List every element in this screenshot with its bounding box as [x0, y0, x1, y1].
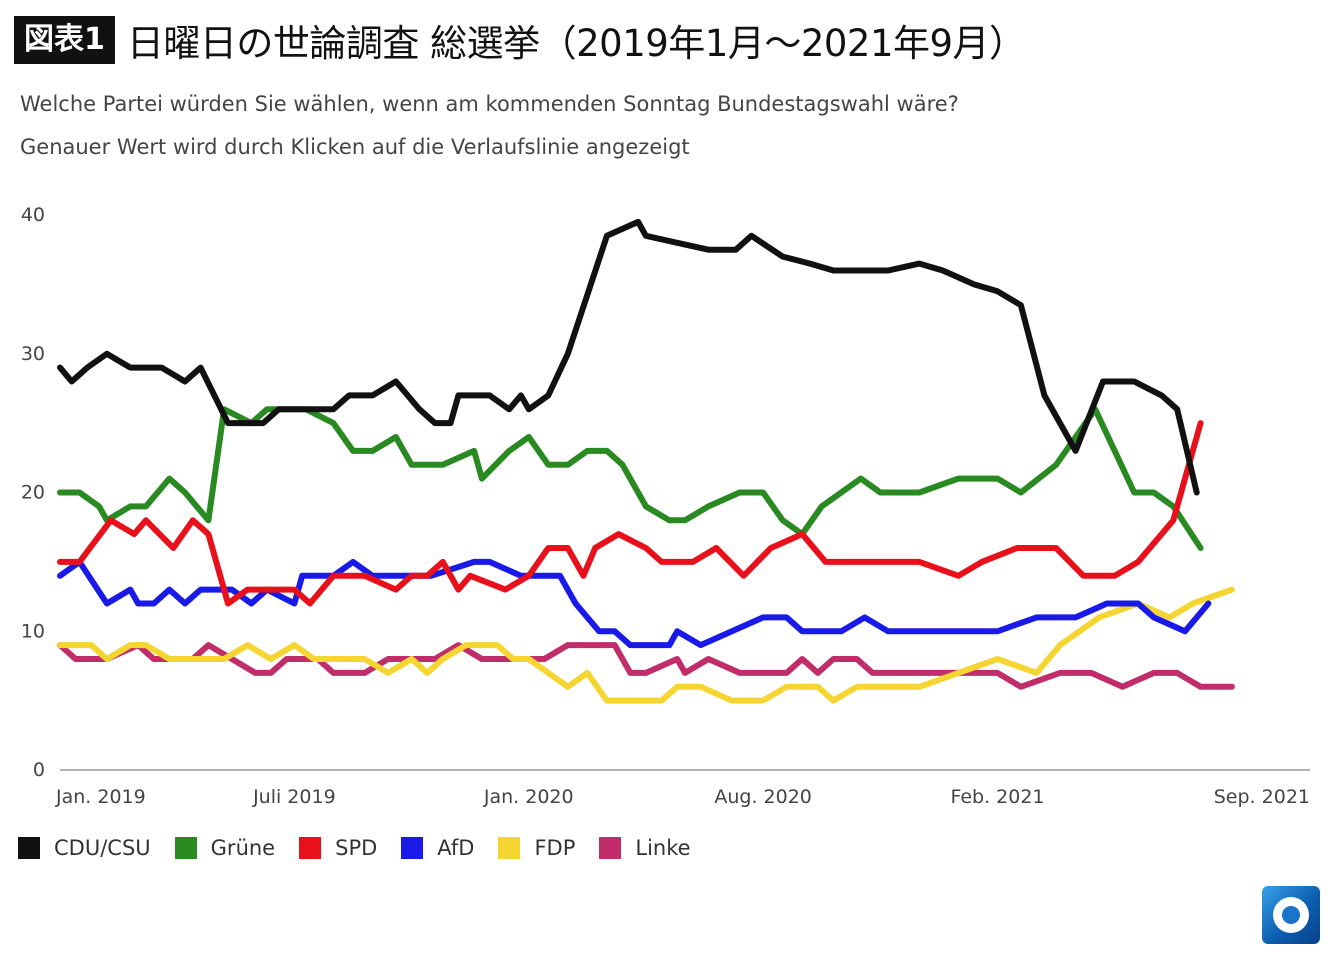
legend-label: CDU/CSU	[54, 836, 151, 860]
y-tick-label: 0	[33, 759, 45, 781]
series-line-cdu-csu	[57, 218, 1200, 496]
legend-label: FDP	[534, 836, 576, 860]
series-line-spd	[57, 420, 1204, 607]
legend-item: AfD	[401, 836, 474, 860]
x-tick-label: Sep. 2021	[1214, 786, 1310, 808]
x-tick-label: Feb. 2021	[950, 786, 1044, 808]
x-tick-label: Jan. 2019	[55, 786, 146, 808]
y-tick-label: 30	[21, 343, 45, 365]
x-tick-label: Juli 2019	[252, 786, 336, 808]
legend-swatch	[401, 837, 424, 859]
chart-instruction: Genauer Wert wird durch Klicken auf die …	[20, 135, 690, 159]
legend-swatch	[599, 837, 622, 859]
series-line-gr-ne	[57, 406, 1204, 551]
legend-label: AfD	[437, 836, 475, 860]
legend-label: Linke	[635, 836, 691, 860]
x-tick-label: Aug. 2020	[714, 786, 812, 808]
legend-swatch	[174, 837, 197, 859]
legend-item: CDU/CSU	[18, 836, 151, 860]
legend-item: Grüne	[174, 836, 276, 860]
legend-swatch	[299, 837, 322, 859]
legend: CDU/CSU Grüne SPD AfD FDP Linke	[18, 836, 715, 860]
chart-title: 日曜日の世論調査 総選挙（2019年1月～2021年9月）	[126, 22, 1026, 65]
legend-swatch	[18, 837, 40, 859]
x-tick-label: Jan. 2020	[483, 786, 574, 808]
line-chart: 0 10 20 30 40 Jan. 2019 Juli 2019 Jan. 2020 Aug.…	[21, 204, 1310, 808]
header: 図表1 日曜日の世論調査 総選挙（2019年1月～2021年9月）	[14, 12, 1026, 68]
legend-swatch	[498, 837, 521, 859]
legend-item: Linke	[599, 836, 691, 860]
legend-label: Grüne	[210, 836, 276, 860]
series-line-linke	[57, 642, 1235, 690]
series-line-afd	[57, 558, 1212, 649]
y-tick-label: 20	[21, 482, 45, 504]
chart-subtitle: Welche Partei würden Sie wählen, wenn am…	[20, 92, 959, 116]
legend-item: SPD	[299, 836, 377, 860]
ard-tagesschau-logo-icon	[1262, 886, 1320, 944]
y-tick-label: 10	[21, 620, 45, 642]
legend-item: FDP	[498, 836, 575, 860]
series-line-fdp	[57, 586, 1235, 704]
y-tick-label: 40	[21, 204, 45, 226]
figure-badge: 図表1	[14, 16, 115, 64]
legend-label: SPD	[335, 836, 378, 860]
